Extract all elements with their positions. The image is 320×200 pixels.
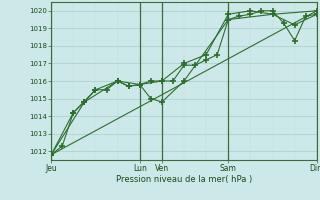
X-axis label: Pression niveau de la mer( hPa ): Pression niveau de la mer( hPa ) [116,175,252,184]
